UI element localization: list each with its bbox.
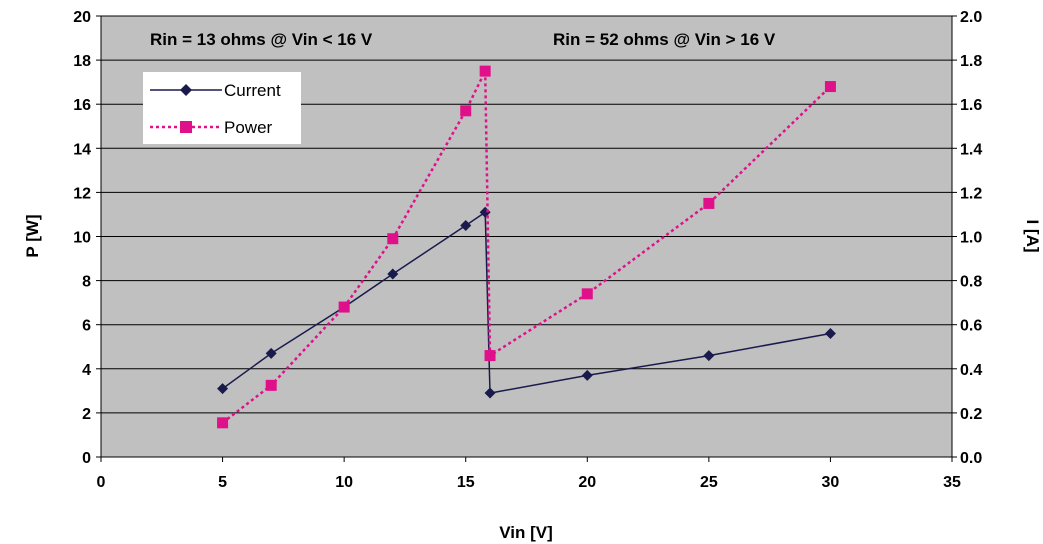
y2-tick-label: 1.2 [960, 185, 982, 202]
x-tick-label: 0 [97, 474, 106, 491]
legend-power-label: Power [224, 118, 273, 137]
y-tick-label: 6 [82, 318, 91, 335]
x-tick-label: 15 [457, 474, 475, 491]
y2-tick-label: 1.0 [960, 230, 982, 247]
legend-power-marker [180, 121, 192, 133]
x-tick-label: 20 [578, 474, 596, 491]
x-axis-title: Vin [V] [499, 523, 553, 542]
current-point [265, 347, 277, 359]
y-tick-label: 0 [82, 450, 91, 467]
y-tick-label: 14 [73, 141, 91, 158]
y-tick-label: 10 [73, 230, 91, 247]
current-point [581, 369, 593, 381]
y2-tick-label: 1.4 [960, 141, 982, 158]
power-point [217, 417, 229, 429]
current-point [703, 350, 715, 362]
left-y-axis-ticks: 0 2 4 6 8 10 12 14 16 18 20 [73, 9, 101, 467]
y-tick-label: 4 [82, 362, 91, 379]
y-tick-label: 12 [73, 185, 91, 202]
series-layer [217, 65, 836, 429]
power-point [484, 350, 496, 362]
y-tick-label: 2 [82, 406, 91, 423]
current-point [460, 219, 472, 231]
annotation-high-vin: Rin = 52 ohms @ Vin > 16 V [553, 30, 776, 49]
current-line [222, 211, 831, 394]
y2-tick-label: 0.4 [960, 362, 982, 379]
x-axis-ticks: 0 5 10 15 20 25 30 35 [97, 457, 961, 491]
power-point [581, 288, 593, 300]
y2-tick-label: 1.8 [960, 53, 982, 70]
power-line [221, 69, 832, 424]
legend-current-label: Current [224, 81, 281, 100]
y2-tick-label: 1.6 [960, 97, 982, 114]
legend-current-marker [180, 84, 192, 96]
current-point [824, 328, 836, 340]
x-tick-label: 25 [700, 474, 718, 491]
power-point [479, 65, 491, 77]
x-tick-label: 30 [822, 474, 840, 491]
current-point [217, 383, 229, 395]
x-tick-label: 5 [218, 474, 227, 491]
y2-tick-label: 0.2 [960, 406, 982, 423]
legend-box [143, 72, 301, 144]
series-power [217, 65, 836, 429]
left-y-axis-title: P [W] [23, 214, 42, 257]
power-point [460, 105, 472, 117]
x-tick-label: 35 [943, 474, 961, 491]
y2-tick-label: 0.6 [960, 318, 982, 335]
power-point [338, 301, 350, 313]
series-current [217, 206, 836, 399]
annotation-low-vin: Rin = 13 ohms @ Vin < 16 V [150, 30, 373, 49]
power-point [265, 379, 277, 391]
y2-tick-label: 0.8 [960, 274, 982, 291]
y-tick-label: 18 [73, 53, 91, 70]
x-tick-label: 10 [335, 474, 353, 491]
right-y-axis-title: I [A] [1023, 219, 1042, 252]
right-y-axis-ticks: 0.0 0.2 0.4 0.6 0.8 1.0 1.2 1.4 1.6 1.8 2.0 [952, 9, 982, 467]
y-tick-label: 8 [82, 274, 91, 291]
y2-tick-label: 2.0 [960, 9, 982, 26]
y-tick-label: 20 [73, 9, 91, 26]
current-point [484, 387, 496, 399]
power-point [703, 197, 715, 209]
power-point [387, 233, 399, 245]
current-point [387, 268, 399, 280]
legend: Current Power [143, 72, 301, 144]
power-point [824, 81, 836, 93]
y2-tick-label: 0.0 [960, 450, 982, 467]
y-tick-label: 16 [73, 97, 91, 114]
